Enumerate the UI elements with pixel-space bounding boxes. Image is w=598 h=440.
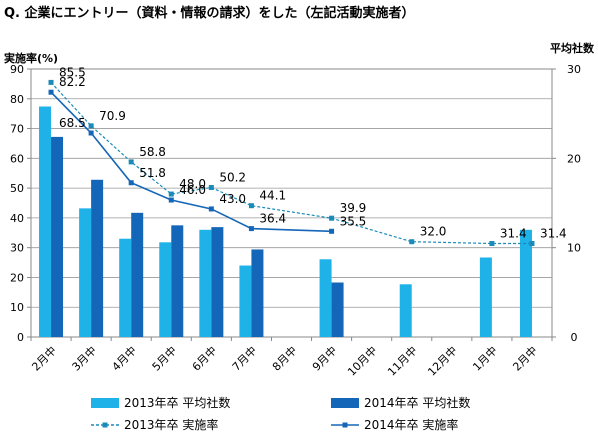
bar: [51, 136, 64, 337]
data-label: 31.4: [500, 226, 527, 240]
x-tick-label: 4月中: [110, 344, 140, 374]
left-axis-title: 実施率(%): [4, 51, 58, 65]
right-tick-label: 30: [567, 63, 581, 76]
x-tick-label: 2月中: [29, 344, 59, 374]
line-point: [168, 197, 174, 203]
line-point: [208, 206, 214, 212]
bar: [131, 212, 144, 337]
left-tick-label: 90: [10, 63, 24, 76]
left-tick-label: 20: [10, 271, 24, 284]
right-tick-label: 10: [567, 242, 581, 255]
x-tick-label: 9月中: [310, 344, 340, 374]
bar: [159, 242, 172, 337]
line-point: [409, 239, 415, 245]
legend-label: 2013年卒 実施率: [124, 417, 218, 432]
left-tick-label: 10: [10, 301, 24, 314]
legend-label: 2014年卒 実施率: [364, 417, 458, 432]
x-tick-label: 10月中: [345, 344, 380, 379]
line-point: [48, 79, 54, 85]
x-tick-label: 3月中: [70, 344, 100, 374]
data-label: 51.8: [139, 166, 166, 180]
bar: [39, 106, 52, 338]
data-label: 32.0: [420, 225, 447, 239]
plot-area: [30, 68, 553, 338]
right-axis-title: 平均社数: [550, 41, 595, 55]
bar: [119, 238, 132, 337]
legend-marker: [342, 422, 348, 428]
line-point: [88, 123, 94, 129]
bar: [199, 229, 212, 337]
x-tick-label: 11月中: [385, 344, 420, 379]
line-point: [168, 191, 174, 197]
x-tick-label: 1月中: [470, 344, 500, 374]
legend-label: 2013年卒 平均社数: [124, 395, 230, 410]
bar: [171, 225, 184, 337]
data-label: 35.5: [340, 214, 367, 228]
left-tick-label: 50: [10, 182, 24, 195]
x-tick-label: 7月中: [230, 344, 260, 374]
bar: [331, 282, 344, 337]
x-tick-label: 8月中: [270, 344, 300, 374]
bar: [319, 259, 332, 337]
x-tick-label: 5月中: [150, 344, 180, 374]
bar: [251, 249, 264, 337]
line-point: [329, 215, 335, 221]
left-tick-label: 40: [10, 212, 24, 225]
data-label: 58.8: [139, 145, 166, 159]
data-label: 46.0: [179, 183, 206, 197]
legend-swatch: [91, 398, 119, 408]
line-point: [128, 180, 134, 186]
line-point: [248, 226, 254, 232]
legend-swatch: [331, 398, 359, 408]
line-point: [248, 203, 254, 209]
data-label: 70.9: [99, 109, 126, 123]
data-label: 48.0: [179, 177, 206, 191]
line-point: [489, 240, 495, 246]
bar: [479, 257, 492, 337]
line-point: [88, 130, 94, 136]
line-point: [128, 159, 134, 165]
data-label: 31.4: [540, 226, 567, 240]
data-label: 82.2: [59, 75, 86, 89]
x-tick-label: 2月中: [510, 344, 540, 374]
left-tick-label: 60: [10, 152, 24, 165]
line-point: [529, 240, 535, 246]
bar: [211, 227, 224, 337]
left-tick-label: 0: [17, 331, 24, 344]
x-tick-label: 12月中: [425, 344, 460, 379]
line-point: [48, 89, 54, 95]
left-tick-label: 80: [10, 93, 24, 106]
data-label: 36.4: [259, 212, 286, 226]
left-tick-label: 30: [10, 242, 24, 255]
legend-marker: [102, 422, 108, 428]
right-tick-label: 20: [567, 152, 581, 165]
bar: [91, 179, 104, 337]
bar: [79, 208, 92, 337]
bar: [239, 265, 252, 337]
x-tick-label: 6月中: [190, 344, 220, 374]
data-label: 43.0: [219, 192, 246, 206]
chart-title: Q. 企業にエントリー（資料・情報の請求）をした（左記活動実施者）: [4, 6, 415, 21]
data-label: 39.9: [340, 201, 367, 215]
bar: [519, 229, 532, 337]
data-label: 85.5: [59, 65, 86, 79]
data-label: 44.1: [259, 189, 286, 203]
line-point: [208, 185, 214, 191]
data-label: 68.5: [59, 116, 86, 130]
legend-label: 2014年卒 平均社数: [364, 395, 470, 410]
series-line: [50, 81, 532, 245]
right-tick-label: 0: [571, 331, 578, 344]
bar: [399, 284, 412, 337]
line-point: [329, 228, 335, 234]
left-tick-label: 70: [10, 123, 24, 136]
data-label: 50.2: [219, 171, 246, 185]
